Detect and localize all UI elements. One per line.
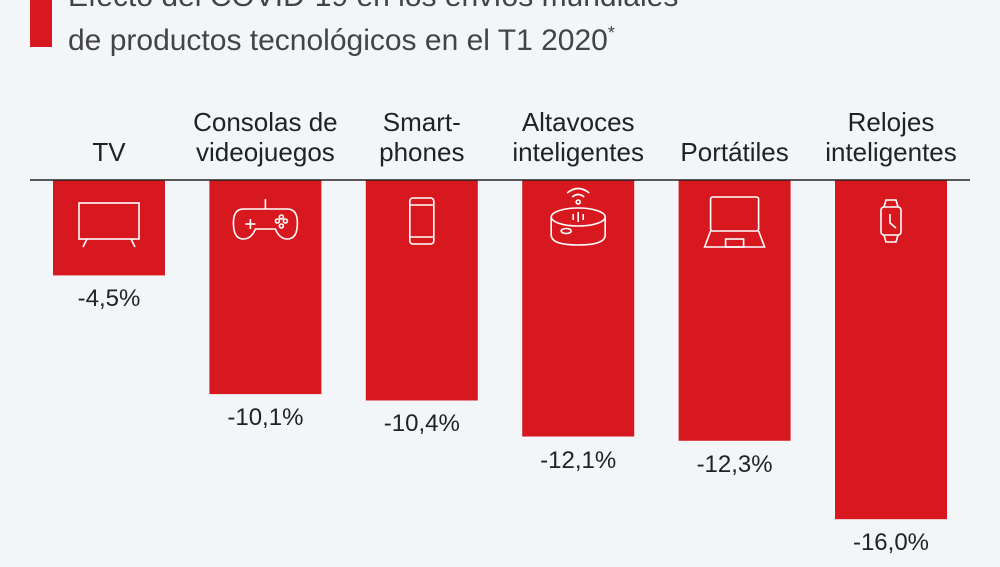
data-label: -12,1%	[540, 446, 617, 474]
bar-0	[53, 180, 165, 276]
category-label: TV	[24, 137, 194, 167]
category-label: Consolas de videojuegos	[180, 107, 350, 167]
category-label-line: Relojes	[847, 107, 935, 137]
gamepad-icon	[232, 199, 299, 240]
category-label-line: Altavoces	[521, 107, 635, 137]
category-label: Portátiles	[650, 137, 820, 167]
title-line-2: de productos tecnológicos en el T1 2020	[68, 24, 608, 57]
category-label-line: phones	[379, 137, 465, 167]
data-label: -10,4%	[383, 410, 460, 438]
category-label-line: inteligentes	[512, 137, 644, 167]
bar-1	[209, 180, 322, 395]
smartphone-icon	[408, 197, 435, 245]
category-label-line: Consolas de	[193, 107, 338, 137]
category-label-line: TV	[92, 137, 126, 167]
laptop-icon	[703, 196, 766, 248]
bar-4	[678, 180, 791, 441]
smartwatch-icon	[880, 199, 902, 243]
title-line-1: Efecto del COVID-19 en los envíos mundia…	[68, 0, 678, 13]
category-label-line: Portátiles	[680, 137, 789, 167]
data-label: -10,1%	[227, 404, 304, 432]
category-label-line: Smart-	[382, 107, 461, 137]
footnote-mark: *	[607, 23, 615, 43]
bar-2	[365, 180, 478, 401]
chart-title: Efecto del COVID-19 en los envíos mundia…	[68, 0, 678, 59]
tv-icon	[78, 202, 140, 248]
category-label: Relojes inteligentes	[806, 107, 976, 167]
category-label: Smart-phones	[337, 107, 507, 167]
data-label: -4,5%	[77, 285, 141, 313]
title-accent-bar	[30, 0, 52, 47]
data-label: -12,3%	[696, 450, 773, 478]
category-label: Altavoces inteligentes	[493, 107, 663, 167]
bar-3	[522, 180, 635, 437]
data-label: -16,0%	[852, 529, 930, 557]
smart-speaker-icon	[550, 187, 607, 246]
category-label-line: inteligentes	[825, 137, 957, 167]
bar-5	[835, 180, 947, 520]
category-label-line: videojuegos	[196, 137, 335, 167]
